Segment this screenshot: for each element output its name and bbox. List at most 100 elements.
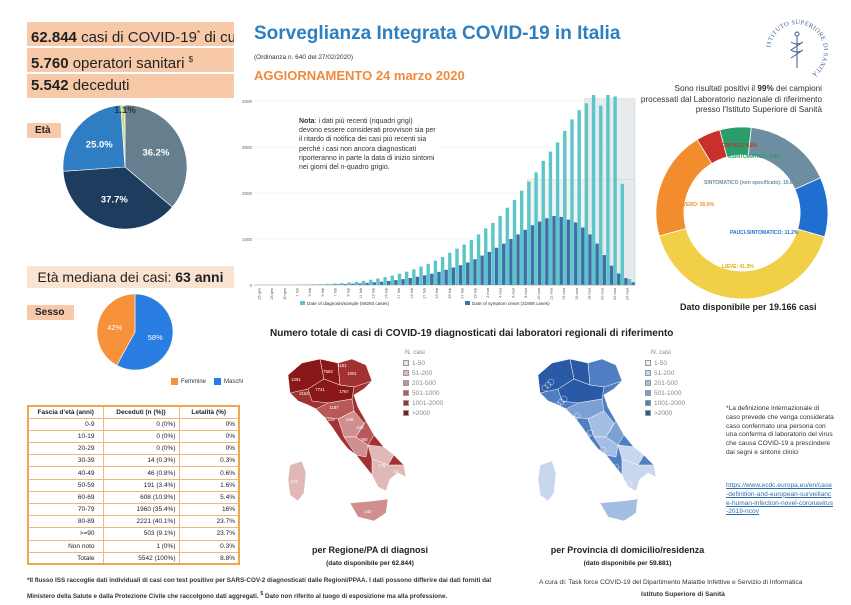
province-boundary xyxy=(635,500,643,508)
onset-bar xyxy=(631,282,635,285)
chart-y-tick: 2000 xyxy=(242,191,253,196)
diagnosis-bar xyxy=(419,266,423,285)
chart-x-tick: 28 gen xyxy=(270,288,274,300)
diagnosis-bar xyxy=(448,252,452,285)
deaths-value: 5.542 xyxy=(31,77,69,94)
lab-note-line1: Sono risultati positivi il xyxy=(674,84,756,93)
onset-bar xyxy=(473,259,477,285)
region-legend-swatch xyxy=(403,370,409,377)
chart-x-tick: 16 mar xyxy=(575,287,579,300)
province-legend-label: 1001-2000 xyxy=(654,400,686,407)
sex-pie-slice xyxy=(96,293,136,366)
onset-bar xyxy=(595,243,599,285)
region-case-number: 10 xyxy=(386,445,391,450)
province-boundary xyxy=(567,418,575,426)
diagnosis-bar xyxy=(404,271,409,285)
age-pie-slice xyxy=(62,104,126,172)
ecdc-link[interactable]: https://www.ecdc.europa.eu/en/case-defin… xyxy=(726,482,834,516)
map-region-patch xyxy=(337,410,365,438)
diagnosis-bar xyxy=(469,239,474,285)
lethality-cell: 1.6% xyxy=(178,478,240,492)
clinical-donut-slice xyxy=(655,139,713,237)
onset-bar xyxy=(422,275,427,285)
diagnosis-bar xyxy=(519,190,524,285)
age-pie-label: 25.0% xyxy=(86,140,113,151)
chart-x-tick: 17 feb xyxy=(397,288,401,299)
onset-bar xyxy=(573,222,578,285)
age-band-cell: Non noto xyxy=(27,539,104,553)
province-legend-swatch xyxy=(645,390,651,397)
sex-legend-male: Maschi xyxy=(214,378,243,385)
age-band-cell: >=90 xyxy=(27,527,104,541)
age-tag: Età xyxy=(27,123,61,138)
onset-bar xyxy=(466,262,470,285)
diagnosis-bar xyxy=(627,279,632,285)
chart-x-tick: 29 feb xyxy=(473,288,477,299)
footer-line1: *Il flusso ISS raccoglie dati individual… xyxy=(27,577,492,584)
lethality-cell: 0.6% xyxy=(178,466,240,480)
diagnosis-bar xyxy=(512,199,517,285)
diagnosis-bar xyxy=(476,234,481,285)
region-case-number: 7563 xyxy=(323,369,333,374)
region-legend-swatch xyxy=(403,380,409,387)
diagnosis-bar xyxy=(361,280,366,285)
diagnosis-bar xyxy=(505,207,509,285)
table-row: 70-79 1960 (35.4%) 16% xyxy=(27,502,240,517)
chart-x-tick: 22 mar xyxy=(613,287,617,300)
onset-bar xyxy=(394,280,398,285)
chart-x-tick: 25 feb xyxy=(448,288,452,299)
onset-bar xyxy=(379,281,384,285)
age-pie-label: 36.2% xyxy=(142,148,169,159)
map-region-patch xyxy=(617,444,645,466)
region-legend-title: N. casi xyxy=(405,349,425,356)
onset-bar xyxy=(545,218,549,285)
iss-logo: ISTITUTO SUPERIORE DI SANITÀ xyxy=(765,19,828,79)
credit-line2: Istituto Superiore di Sanità xyxy=(641,591,725,598)
region-legend-label: 1001-2000 xyxy=(412,400,444,407)
age-band-cell: 30-39 xyxy=(27,454,104,468)
table-row: >=90 503 (9.1%) 23.7% xyxy=(27,527,240,541)
onset-bar xyxy=(415,276,420,285)
onset-bar xyxy=(386,280,391,285)
onset-bar xyxy=(372,282,376,285)
diagnosis-bar xyxy=(599,105,603,285)
onset-bar xyxy=(609,265,614,285)
diagnosis-bar xyxy=(491,222,495,285)
age-band-cell: 10-19 xyxy=(27,429,104,444)
provisional-data-note: Nota: i dati più recenti (riquadri grigi… xyxy=(297,115,439,175)
chart-x-tick: 20 mar xyxy=(600,287,604,300)
footer-line2: Ministero della Salute e dalla Protezion… xyxy=(27,591,447,600)
age-band-cell: 70-79 xyxy=(27,502,104,517)
age-band-cell: 80-89 xyxy=(27,515,104,529)
onset-bar xyxy=(617,273,621,285)
table-row: 80-89 2221 (40.1%) 23.7% xyxy=(27,515,240,529)
province-legend-item: 1-50 xyxy=(645,360,667,367)
update-date: AGGIORNAMENTO 24 marzo 2020 xyxy=(254,68,465,83)
region-legend-item: 51-200 xyxy=(403,370,432,377)
region-case-number: 342 xyxy=(364,509,372,514)
province-legend-item: >2000 xyxy=(645,410,672,417)
chart-x-tick: 6 mar xyxy=(511,287,515,297)
province-legend-label: 51-200 xyxy=(654,370,675,377)
province-legend-item: 201-500 xyxy=(645,380,678,387)
onset-bar xyxy=(351,283,355,285)
chart-x-tick: 18 mar xyxy=(588,287,592,300)
chart-x-tick: 15 feb xyxy=(384,288,388,299)
chart-x-tick: 14 mar xyxy=(562,287,566,300)
age-pie-slice xyxy=(62,166,173,230)
deaths-label: deceduti xyxy=(72,77,130,94)
diagnosis-bar xyxy=(455,248,459,285)
onset-bar xyxy=(537,221,542,285)
sardinia-shape xyxy=(287,460,307,502)
age-band-cell: 40-49 xyxy=(27,466,104,480)
lethality-cell: 5.4% xyxy=(178,490,240,505)
map-region-patch xyxy=(587,358,623,388)
chart-x-tick: 1 feb xyxy=(295,288,299,296)
diagnosis-bar xyxy=(412,269,416,285)
onset-bar xyxy=(552,216,556,285)
region-legend-item: 1-50 xyxy=(403,360,425,367)
province-legend-item: 51-200 xyxy=(645,370,674,377)
onset-bar xyxy=(365,282,369,285)
female-label: Femmine xyxy=(181,379,207,386)
diagnosis-bar xyxy=(333,283,337,285)
